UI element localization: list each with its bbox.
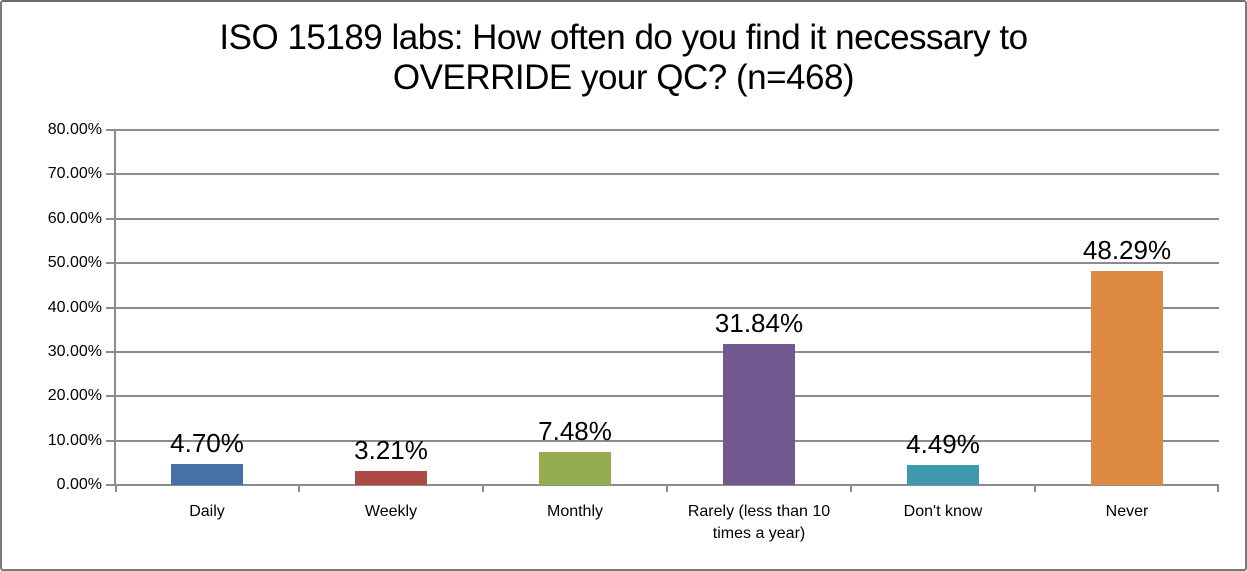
y-tick-label: 70.00% xyxy=(47,165,102,183)
x-axis-tick xyxy=(482,485,484,492)
gridline xyxy=(115,129,1219,131)
x-axis-tick xyxy=(850,485,852,492)
y-tick-label: 20.00% xyxy=(47,387,102,405)
bar-value-label: 4.70% xyxy=(170,428,244,459)
gridline xyxy=(115,439,1219,442)
y-tick-label: 80.00% xyxy=(47,121,102,138)
y-axis-tick xyxy=(106,439,116,442)
x-axis-tick xyxy=(1217,485,1219,492)
gridline xyxy=(115,173,1219,176)
x-category-label: Daily xyxy=(189,503,225,520)
x-axis-tick xyxy=(1034,485,1036,492)
bar xyxy=(355,470,427,485)
x-category-label: Monthly xyxy=(546,503,604,520)
bar xyxy=(1091,270,1163,485)
x-axis-tick xyxy=(666,485,668,492)
chart-title: ISO 15189 labs: How often do you find it… xyxy=(219,18,1028,98)
gridline xyxy=(115,217,1219,220)
y-tick-label: 10.00% xyxy=(47,431,102,449)
gridline xyxy=(115,350,1219,353)
y-axis-tick xyxy=(106,306,116,309)
plot-area: 0.00% 10.00% 20.00% 30.00% 40.00% 50.00% 60.00… xyxy=(48,121,1219,542)
bar xyxy=(539,451,611,485)
x-axis-tick xyxy=(115,485,117,492)
bar-value-label: 31.84% xyxy=(714,307,804,338)
bar xyxy=(723,343,795,485)
y-tick-label: 60.00% xyxy=(47,209,102,227)
bar-value-label: 4.49% xyxy=(906,429,980,460)
y-axis-tick xyxy=(106,173,116,176)
bar-value-label: 48.29% xyxy=(1082,234,1172,265)
bar-value-label: 7.48% xyxy=(538,415,612,446)
y-axis-tick xyxy=(106,217,116,220)
x-category-label: Weekly xyxy=(364,503,418,520)
gridline xyxy=(115,306,1219,309)
y-tick-label: 50.00% xyxy=(47,254,102,272)
x-category-label: Never xyxy=(1105,503,1149,520)
y-tick-label: 30.00% xyxy=(47,342,102,360)
gridline xyxy=(115,395,1219,398)
bar xyxy=(907,465,979,485)
x-category-label: Rarely (less than 10 times a year) xyxy=(687,503,831,542)
y-axis-tick xyxy=(106,129,116,131)
bar xyxy=(171,464,243,485)
y-axis-tick xyxy=(106,395,116,398)
y-tick-label: 0.00% xyxy=(56,476,102,493)
y-axis-tick xyxy=(106,484,116,486)
x-axis-tick xyxy=(298,485,300,492)
y-axis-tick xyxy=(106,350,116,353)
y-tick-label: 40.00% xyxy=(47,298,102,316)
bar-value-label: 3.21% xyxy=(354,434,428,465)
y-axis-tick xyxy=(106,262,116,265)
gridline xyxy=(115,262,1219,265)
x-category-label: Don't know xyxy=(903,503,983,520)
